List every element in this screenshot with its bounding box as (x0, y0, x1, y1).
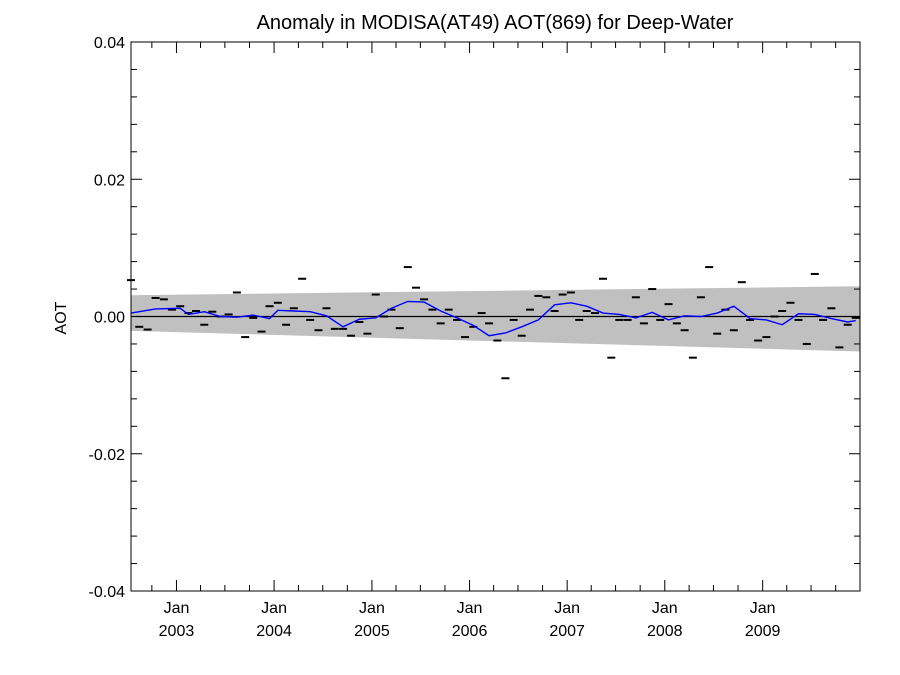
x-tick-month-label: Jan (164, 600, 190, 617)
smoothed-series-line (130, 300, 856, 337)
x-tick-month-label: Jan (750, 600, 776, 617)
y-tick-label: 0.00 (94, 310, 125, 327)
y-tick-label: 0.02 (94, 172, 125, 189)
x-tick-month-label: Jan (261, 600, 287, 617)
x-tick-year-label: 2004 (256, 623, 292, 640)
x-tick-year-label: 2007 (549, 623, 585, 640)
x-tick-month-label: Jan (652, 600, 678, 617)
y-tick-label: -0.02 (89, 447, 126, 464)
x-tick-year-label: 2005 (354, 623, 390, 640)
x-tick-month-label: Jan (359, 600, 385, 617)
x-tick-year-label: 2009 (745, 623, 781, 640)
x-tick-year-label: 2006 (452, 623, 488, 640)
y-tick-label: 0.04 (94, 35, 125, 52)
chart-title: Anomaly in MODISA(AT49) AOT(869) for Dee… (257, 12, 734, 34)
x-tick-year-label: 2003 (159, 623, 195, 640)
y-axis-label: AOT (53, 301, 70, 334)
x-tick-month-label: Jan (554, 600, 580, 617)
uncertainty-band (131, 286, 860, 352)
x-tick-month-label: Jan (457, 600, 483, 617)
x-tick-year-label: 2008 (647, 623, 683, 640)
plot-area: 0.04 0.02 0.00 -0.02 -0.04 Jan 2003 Jan 2004 Jan 2… (89, 35, 861, 640)
y-tick-label: -0.04 (89, 584, 126, 601)
